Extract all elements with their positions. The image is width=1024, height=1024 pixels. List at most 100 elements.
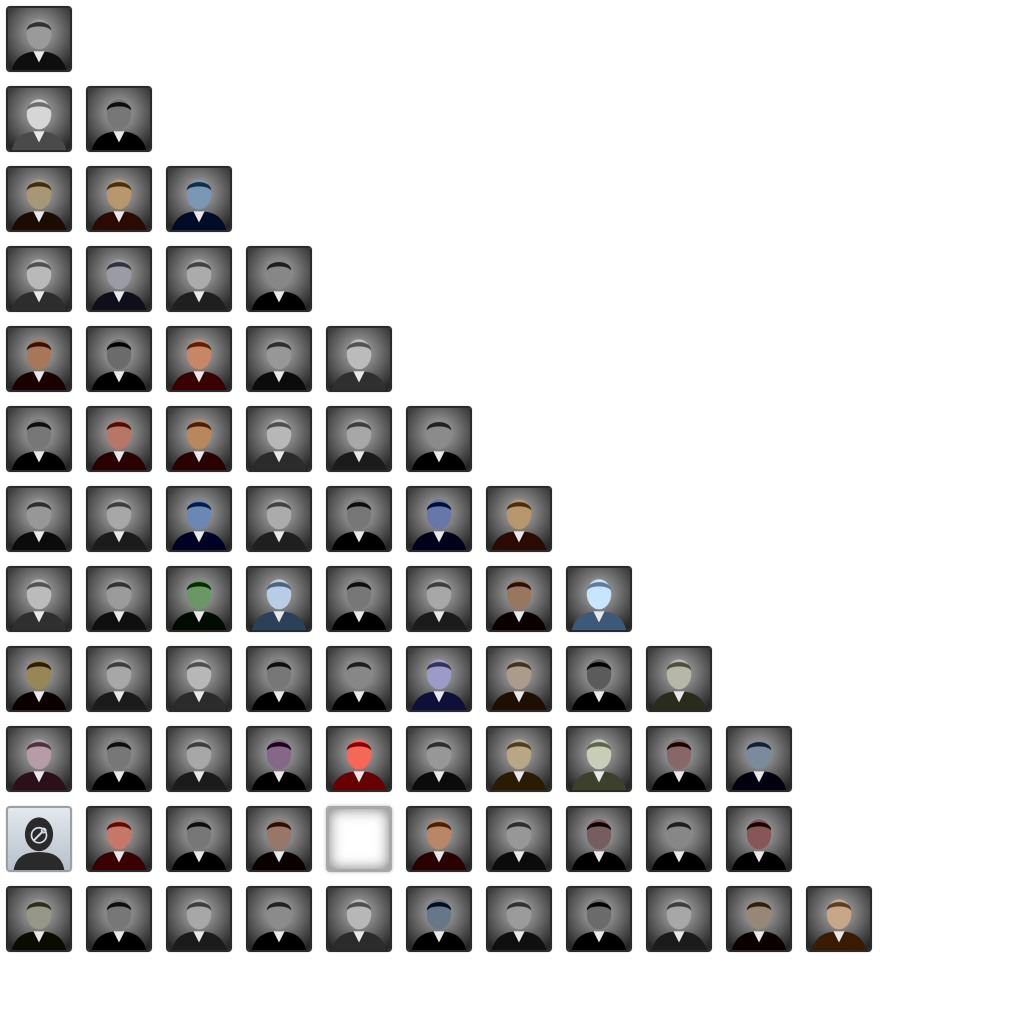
leader-portrait[interactable] <box>166 326 232 392</box>
leader-portrait[interactable] <box>326 406 392 472</box>
leader-portrait[interactable] <box>166 806 232 872</box>
leader-portrait[interactable] <box>6 6 72 72</box>
leader-portrait[interactable] <box>566 646 632 712</box>
leader-portrait[interactable] <box>86 326 152 392</box>
leader-portrait[interactable] <box>246 726 312 792</box>
leader-portrait[interactable] <box>6 86 72 152</box>
leader-portrait[interactable] <box>166 886 232 952</box>
leader-portrait[interactable] <box>86 86 152 152</box>
leader-portrait[interactable] <box>246 406 312 472</box>
leader-portrait[interactable] <box>6 166 72 232</box>
portrait-image <box>328 408 390 470</box>
portrait-image <box>248 488 310 550</box>
leader-portrait[interactable] <box>86 726 152 792</box>
leader-portrait[interactable] <box>406 486 472 552</box>
portrait-image <box>248 248 310 310</box>
portrait-image <box>8 328 70 390</box>
leader-portrait[interactable] <box>86 486 152 552</box>
leader-portrait[interactable] <box>6 726 72 792</box>
portrait-image <box>8 88 70 150</box>
portrait-image <box>568 808 630 870</box>
leader-portrait[interactable] <box>566 886 632 952</box>
leader-portrait[interactable] <box>646 646 712 712</box>
leader-portrait[interactable] <box>6 886 72 952</box>
leader-portrait[interactable] <box>86 566 152 632</box>
portrait-image <box>328 328 390 390</box>
leader-portrait[interactable] <box>86 806 152 872</box>
leader-portrait[interactable] <box>646 886 712 952</box>
portrait-image <box>728 888 790 950</box>
leader-portrait[interactable] <box>86 246 152 312</box>
portrait-image <box>8 8 70 70</box>
empty-portrait-slot[interactable] <box>326 806 392 872</box>
unknown-leader-portrait[interactable] <box>6 806 72 872</box>
leader-portrait[interactable] <box>6 406 72 472</box>
leader-portrait[interactable] <box>726 726 792 792</box>
portrait-image <box>328 648 390 710</box>
leader-portrait[interactable] <box>486 806 552 872</box>
leader-portrait[interactable] <box>566 726 632 792</box>
leader-portrait[interactable] <box>86 646 152 712</box>
leader-portrait[interactable] <box>246 646 312 712</box>
portrait-image <box>168 408 230 470</box>
leader-portrait[interactable] <box>406 886 472 952</box>
leader-portrait[interactable] <box>406 406 472 472</box>
leader-portrait[interactable] <box>646 806 712 872</box>
leader-portrait[interactable] <box>326 566 392 632</box>
leader-portrait[interactable] <box>166 246 232 312</box>
leader-portrait[interactable] <box>486 646 552 712</box>
leader-portrait[interactable] <box>6 566 72 632</box>
portrait-image <box>168 168 230 230</box>
leader-portrait[interactable] <box>246 486 312 552</box>
portrait-image <box>408 888 470 950</box>
leader-portrait[interactable] <box>6 646 72 712</box>
leader-portrait[interactable] <box>326 486 392 552</box>
leader-portrait[interactable] <box>486 566 552 632</box>
leader-portrait[interactable] <box>406 806 472 872</box>
portrait-image <box>8 568 70 630</box>
portrait-image <box>248 808 310 870</box>
leader-portrait[interactable] <box>806 886 872 952</box>
leader-portrait[interactable] <box>246 566 312 632</box>
leader-portrait[interactable] <box>246 246 312 312</box>
leader-portrait[interactable] <box>166 646 232 712</box>
leader-portrait[interactable] <box>6 486 72 552</box>
portrait-image <box>248 408 310 470</box>
leader-portrait[interactable] <box>486 486 552 552</box>
leader-portrait[interactable] <box>566 566 632 632</box>
leader-portrait[interactable] <box>406 726 472 792</box>
leader-portrait[interactable] <box>166 486 232 552</box>
leader-portrait[interactable] <box>6 326 72 392</box>
portrait-image <box>88 248 150 310</box>
leader-portrait[interactable] <box>166 166 232 232</box>
portrait-image <box>328 728 390 790</box>
leader-portrait[interactable] <box>726 886 792 952</box>
portrait-image <box>88 648 150 710</box>
portrait-image <box>408 568 470 630</box>
leader-portrait[interactable] <box>646 726 712 792</box>
leader-portrait[interactable] <box>486 726 552 792</box>
leader-portrait[interactable] <box>486 886 552 952</box>
leader-portrait[interactable] <box>326 886 392 952</box>
portrait-image <box>568 888 630 950</box>
portrait-image <box>88 88 150 150</box>
leader-portrait[interactable] <box>246 886 312 952</box>
leader-portrait[interactable] <box>406 646 472 712</box>
portrait-image <box>8 728 70 790</box>
leader-portrait[interactable] <box>166 726 232 792</box>
leader-portrait[interactable] <box>246 806 312 872</box>
leader-portrait[interactable] <box>246 326 312 392</box>
leader-portrait[interactable] <box>326 726 392 792</box>
leader-portrait[interactable] <box>726 806 792 872</box>
leader-portrait[interactable] <box>166 406 232 472</box>
leader-portrait[interactable] <box>86 406 152 472</box>
leader-portrait[interactable] <box>326 326 392 392</box>
leader-portrait[interactable] <box>86 166 152 232</box>
leader-portrait[interactable] <box>566 806 632 872</box>
leader-portrait[interactable] <box>326 646 392 712</box>
portrait-image <box>328 888 390 950</box>
leader-portrait[interactable] <box>6 246 72 312</box>
leader-portrait[interactable] <box>86 886 152 952</box>
leader-portrait[interactable] <box>406 566 472 632</box>
leader-portrait[interactable] <box>166 566 232 632</box>
